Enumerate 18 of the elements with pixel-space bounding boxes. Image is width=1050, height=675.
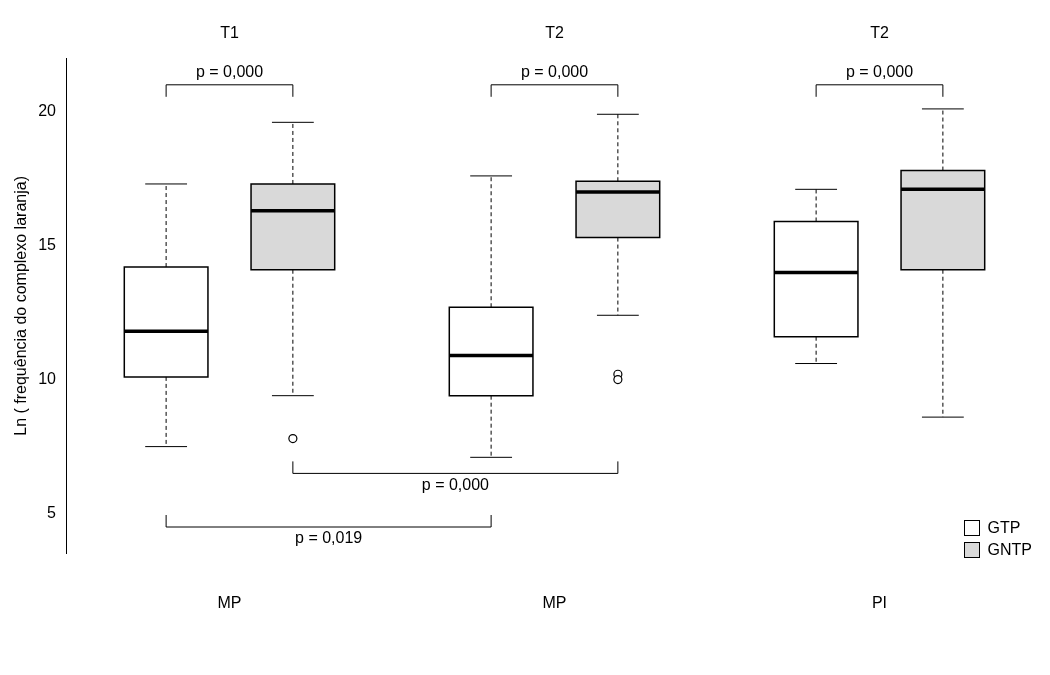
text: T2 (870, 24, 889, 42)
text: T1 (220, 24, 239, 42)
y-tick-label: 20 (38, 102, 57, 120)
x-tick-label: MP (217, 593, 242, 611)
annotation: p = 0,000 (195, 63, 264, 81)
annotation: p = 0,000 (520, 63, 589, 81)
annotation: p = 0,019 (295, 529, 363, 547)
text: T2 (545, 24, 564, 42)
y-tick-label: 10 (38, 370, 57, 388)
y-tick-label: 5 (47, 504, 57, 522)
x-tick-label: PI (871, 593, 888, 611)
annotation: p = 0,000 (845, 63, 914, 81)
annotation: p = 0,000 (421, 475, 490, 493)
x-tick-label: MP (542, 593, 567, 611)
text: GTP (987, 519, 1021, 537)
legend-label: GNTP (987, 541, 1032, 559)
y-axis-title: Ln ( frequência do complexo laranja) (12, 176, 30, 436)
y-tick-label: 15 (38, 236, 57, 254)
